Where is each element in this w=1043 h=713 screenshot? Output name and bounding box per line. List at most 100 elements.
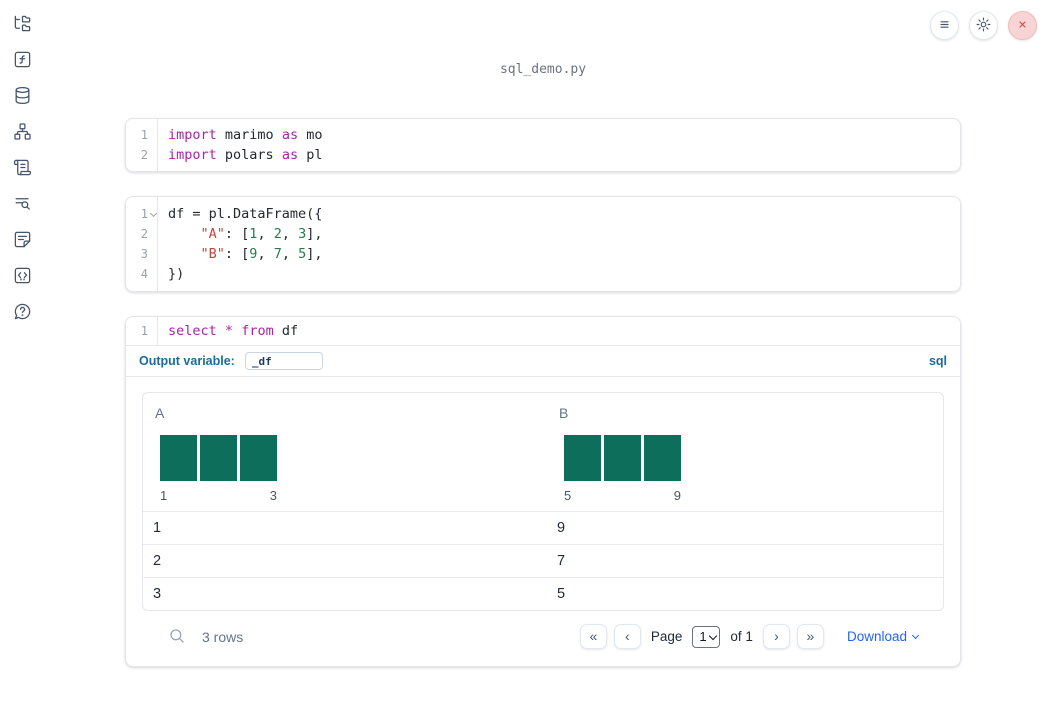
double-chevron-left-icon: « (589, 627, 598, 644)
settings-button[interactable] (969, 11, 998, 40)
sidebar-item-help[interactable] (10, 301, 34, 325)
last-page-button[interactable]: » (796, 624, 824, 649)
sidebar-item-variables[interactable] (10, 49, 34, 73)
page-of-label: of 1 (730, 629, 753, 644)
double-chevron-right-icon: » (806, 627, 815, 644)
first-page-button[interactable]: « (579, 624, 607, 649)
close-button[interactable] (1008, 11, 1037, 40)
chevron-down-icon (911, 631, 920, 639)
sidebar-item-documentation[interactable] (10, 229, 34, 253)
code-editor[interactable]: 1 import marimo as mo 2 import polars as pl (126, 119, 960, 171)
sidebar-item-logs[interactable] (10, 157, 34, 181)
table-cell: 2 (153, 553, 162, 569)
database-icon (13, 86, 32, 108)
column-header-a[interactable]: A 1 3 (143, 393, 547, 511)
download-label: Download (846, 629, 907, 644)
table-footer: 3 rows « ‹ Page 1 of 1 › » Download (142, 611, 944, 662)
code-snippet-icon (13, 266, 32, 288)
topbar-controls (930, 11, 1037, 40)
sidebar (0, 0, 44, 713)
column-name: B (559, 405, 569, 421)
sql-options-row: Output variable: sql (126, 346, 960, 377)
column-header-b[interactable]: B 5 9 (547, 393, 943, 511)
page-select[interactable]: 1 (692, 625, 721, 648)
code-editor[interactable]: 1 df = pl.DataFrame({2 "A": [1, 2, 3], 3 "… (126, 197, 960, 291)
column-b-histogram (564, 435, 935, 481)
notebook-filename: sql_demo.py (499, 62, 587, 77)
hist-min-label: 5 (564, 488, 572, 503)
pagination: « ‹ Page 1 of 1 › » Download (579, 624, 920, 649)
function-square-icon (13, 50, 32, 72)
column-name: A (155, 405, 165, 421)
hist-min-label: 1 (160, 488, 168, 503)
table-cell: 1 (153, 520, 162, 536)
code-cell-imports[interactable]: 1 import marimo as mo 2 import polars as pl (125, 118, 961, 172)
table-cell: 7 (557, 553, 566, 569)
gear-icon (975, 16, 992, 36)
sidebar-item-snippets[interactable] (10, 265, 34, 289)
line-number: 4 (140, 267, 148, 281)
code-line[interactable]: 1 select * from df (126, 321, 960, 341)
document-icon (13, 230, 32, 252)
dataframe-table: A 1 3 B 5 9 (142, 392, 944, 611)
hist-max-label: 3 (269, 488, 277, 503)
table-cell: 9 (557, 520, 566, 536)
histogram-bar (644, 435, 681, 481)
hist-max-label: 9 (673, 488, 681, 503)
output-variable-label: Output variable: (139, 354, 235, 368)
column-a-histogram (160, 435, 539, 481)
table-cell: 3 (153, 586, 162, 602)
page-select-wrap: 1 (692, 625, 721, 648)
histogram-bar (564, 435, 601, 481)
code-line[interactable]: 3 "B": [9, 7, 5], (126, 244, 960, 264)
code-line[interactable]: 1 import marimo as mo (126, 125, 960, 145)
next-page-button[interactable]: › (762, 624, 790, 649)
chevron-right-icon: › (774, 627, 779, 644)
code-line[interactable]: 2 import polars as pl (126, 145, 960, 165)
sidebar-item-dependency-graph[interactable] (10, 121, 34, 145)
sidebar-item-datasources[interactable] (10, 85, 34, 109)
scroll-logs-icon (13, 158, 32, 180)
chevron-left-icon: ‹ (625, 627, 630, 644)
cell-output-area: A 1 3 B 5 9 (126, 377, 960, 662)
code-line[interactable]: 2 "A": [1, 2, 3], (126, 224, 960, 244)
page-label: Page (650, 629, 683, 644)
output-variable-input[interactable] (244, 352, 323, 370)
code-cell-dataframe[interactable]: 1 df = pl.DataFrame({2 "A": [1, 2, 3], 3 "… (125, 196, 961, 292)
magnifier-icon (168, 628, 186, 648)
menu-button[interactable] (930, 11, 959, 40)
line-number: 2 (140, 227, 148, 241)
previous-page-button[interactable]: ‹ (613, 624, 641, 649)
code-line[interactable]: 4}) (126, 264, 960, 284)
sidebar-item-scratchpad[interactable] (10, 193, 34, 217)
search-button[interactable] (167, 627, 187, 647)
table-header: A 1 3 B 5 9 (143, 393, 943, 511)
code-line[interactable]: 1 df = pl.DataFrame({ (126, 204, 960, 224)
sidebar-item-file-tree[interactable] (10, 13, 34, 37)
download-button[interactable]: Download (846, 629, 920, 644)
hamburger-menu-icon (936, 16, 953, 36)
help-bubble-icon (13, 302, 32, 324)
histogram-bar (240, 435, 277, 481)
line-number: 1 (140, 324, 148, 338)
sql-language-badge: sql (928, 354, 947, 368)
line-number: 1 (140, 128, 148, 142)
dependency-graph-icon (13, 122, 32, 144)
line-number: 2 (140, 148, 148, 162)
line-number: 1 (140, 207, 148, 221)
close-x-icon (1014, 16, 1031, 36)
row-count: 3 rows (202, 628, 244, 645)
histogram-bar (200, 435, 237, 481)
list-search-icon (13, 194, 32, 216)
sql-code-editor[interactable]: 1 select * from df (126, 317, 960, 346)
table-cell: 5 (557, 586, 566, 602)
file-tree-icon (13, 14, 32, 36)
histogram-bar (160, 435, 197, 481)
line-number: 3 (140, 247, 148, 261)
